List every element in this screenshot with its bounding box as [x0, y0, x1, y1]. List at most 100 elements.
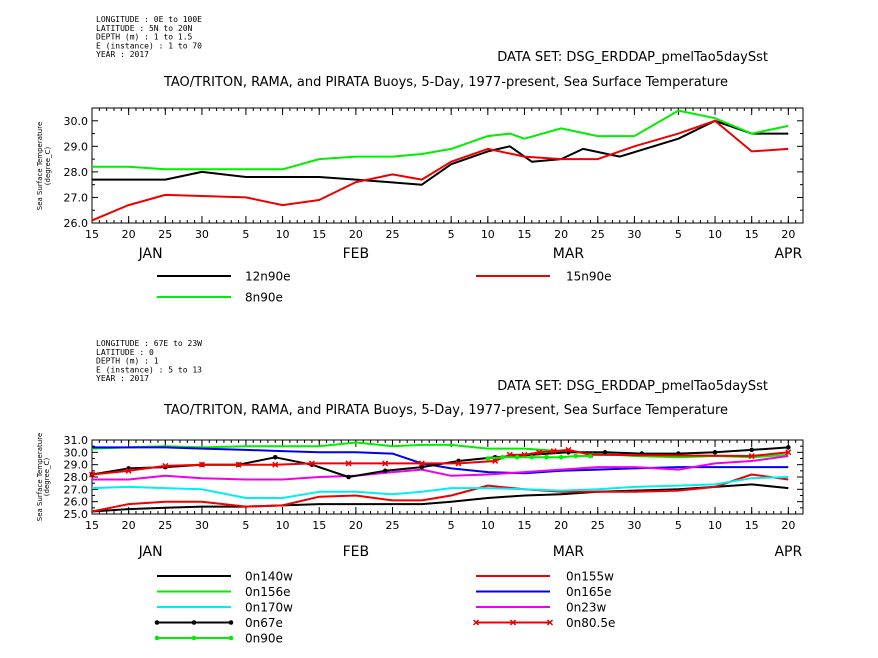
month-label: JAN	[138, 246, 163, 262]
data-point-0n80.5e	[418, 460, 425, 467]
y-tick-label: 29.0	[64, 140, 89, 153]
x-tick-label: 5	[242, 519, 249, 532]
data-point-0n80.5e	[492, 457, 499, 464]
meta-line: E (instance) : 1 to 70	[96, 41, 202, 50]
legend-label-0n67e: 0n67e	[245, 616, 283, 630]
meta-line: DEPTH (m) : 1	[96, 357, 159, 366]
y-tick-label: 31.0	[64, 434, 89, 447]
meta-line: LATITUDE : 5N to 20N	[96, 24, 193, 33]
meta-line: LATITUDE : 0	[96, 348, 154, 357]
x-tick-label: 5	[675, 228, 682, 241]
x-tick-label: 10	[708, 519, 722, 532]
series-line-0n156e	[91, 441, 789, 459]
x-tick-label: 30	[627, 228, 641, 241]
month-label: MAR	[553, 544, 585, 560]
y-axis-label-line: Sea Surface Temperature	[36, 122, 44, 211]
y-tick-label: 30.0	[64, 115, 89, 128]
dataset-label: DATA SET: DSG_ERDDAP_pmelTao5daySst	[497, 379, 768, 394]
legend-label-0n156e: 0n156e	[245, 585, 291, 599]
data-point-0n67e	[346, 474, 351, 480]
x-tick-label: 15	[312, 519, 326, 532]
legend-marker	[191, 635, 197, 641]
legend-label-0n165e: 0n165e	[566, 585, 612, 599]
y-tick-label: 26.0	[64, 496, 89, 509]
x-tick-label: 10	[276, 519, 290, 532]
meta-line: LONGITUDE : 67E to 23W	[96, 339, 202, 348]
legend-marker	[546, 619, 554, 626]
legend-label-0n140w: 0n140w	[245, 570, 293, 584]
series-line-0n165e	[92, 446, 789, 475]
meta-line: YEAR : 2017	[96, 50, 149, 59]
meta-line: E (instance) : 5 to 13	[96, 365, 202, 374]
legend-label-0n90e: 0n90e	[245, 632, 283, 646]
x-tick-label: 25	[591, 519, 605, 532]
data-point-0n67e	[786, 445, 791, 450]
data-point-0n80.5e	[162, 462, 169, 469]
data-point-0n90e	[514, 454, 520, 460]
month-label: FEB	[343, 544, 370, 560]
data-point-0n80.5e	[345, 460, 352, 467]
data-point-0n80.5e	[785, 449, 792, 456]
data-point-0n80.5e	[382, 460, 389, 467]
x-tick-label: 10	[481, 228, 495, 241]
x-tick-label: 20	[554, 228, 568, 241]
x-tick-label: 30	[195, 228, 209, 241]
legend-label-12n90e: 12n90e	[245, 270, 291, 284]
x-tick-label: 30	[627, 519, 641, 532]
x-tick-label: 15	[745, 228, 759, 241]
meta-line: DEPTH (m) : 1 to 1.5	[96, 33, 193, 42]
y-tick-label: 27.0	[64, 191, 89, 204]
data-point-0n67e	[602, 450, 608, 455]
series-line-8n90e	[92, 109, 789, 171]
data-point-0n80.5e	[748, 453, 755, 460]
x-tick-label: 20	[349, 228, 363, 241]
plot-frame	[91, 107, 804, 224]
legend-label-0n155w: 0n155w	[566, 570, 614, 584]
meta-line: YEAR : 2017	[96, 374, 149, 383]
legend-label-0n80.5e: 0n80.5e	[566, 616, 615, 630]
x-tick-label: 25	[386, 228, 400, 241]
series-line-0n155w	[91, 473, 789, 513]
data-point-0n80.5e	[455, 460, 462, 467]
y-tick-label: 29.0	[64, 459, 89, 472]
data-point-0n67e	[749, 447, 754, 453]
data-point-0n80.5e	[88, 471, 96, 478]
series-line-0n80.5e	[91, 448, 789, 476]
data-point-0n80.5e	[198, 461, 205, 468]
y-axis-label-line: (degree_C)	[44, 147, 52, 186]
data-point-0n67e	[382, 468, 388, 474]
chart-title: TAO/TRITON, RAMA, and PIRATA Buoys, 5-Da…	[163, 75, 728, 90]
y-tick-label: 30.0	[64, 446, 89, 459]
data-point-0n80.5e	[550, 448, 557, 455]
legend-label-0n170w: 0n170w	[245, 601, 293, 615]
x-tick-label: 10	[276, 228, 290, 241]
data-point-0n90e	[485, 456, 491, 461]
y-tick-label: 28.0	[64, 166, 89, 179]
legend-marker	[509, 619, 517, 626]
legend-marker	[154, 635, 160, 641]
month-label: JAN	[138, 544, 163, 560]
legend-marker	[472, 619, 480, 626]
series-line-0n170w	[91, 476, 789, 499]
chart-title: TAO/TRITON, RAMA, and PIRATA Buoys, 5-Da…	[163, 403, 728, 418]
x-tick-label: 15	[745, 519, 759, 532]
data-point-0n80.5e	[125, 467, 132, 474]
x-tick-label: 20	[554, 519, 568, 532]
legend-label-0n23w: 0n23w	[566, 601, 607, 615]
legend-marker	[228, 635, 234, 641]
data-point-0n90e	[558, 454, 564, 460]
series-line-0n140w	[91, 483, 789, 513]
y-axis-label-line: Sea Surface Temperature	[36, 433, 44, 522]
legend-marker	[228, 620, 234, 625]
x-tick-label: 10	[481, 519, 495, 532]
x-tick-label: 20	[781, 228, 795, 241]
month-label: APR	[774, 246, 802, 262]
x-tick-label: 15	[85, 519, 99, 532]
dataset-label: DATA SET: DSG_ERDDAP_pmelTao5daySst	[497, 50, 768, 65]
data-point-0n67e	[712, 450, 718, 455]
y-axis-label-line: (degree_C)	[43, 458, 51, 497]
x-tick-label: 5	[448, 228, 455, 241]
x-tick-label: 20	[122, 228, 136, 241]
x-tick-label: 5	[675, 519, 682, 532]
